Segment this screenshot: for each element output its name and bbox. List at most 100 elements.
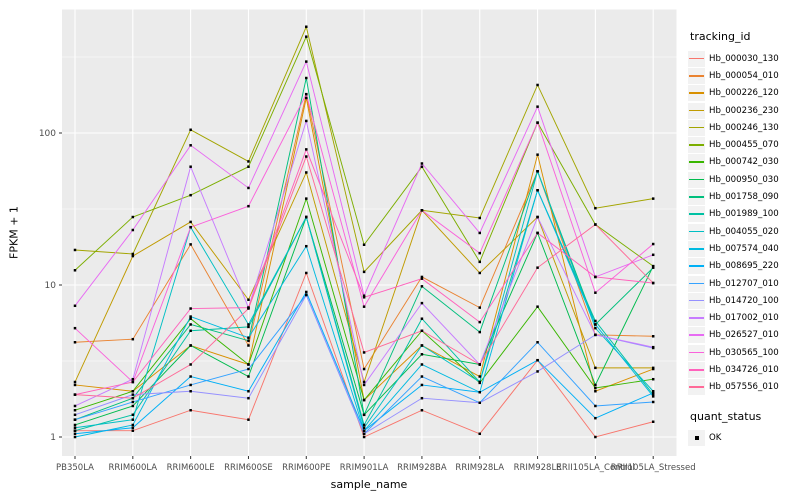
data-point — [189, 307, 192, 310]
data-point — [478, 216, 481, 220]
data-point — [594, 291, 597, 294]
data-point — [189, 383, 192, 387]
data-point — [651, 197, 655, 200]
legend-label: Hb_001989_100 — [709, 209, 779, 220]
data-point — [478, 390, 481, 394]
y-tick-label: 1 — [50, 433, 56, 443]
legend-entry: Hb_030565_100 — [688, 344, 800, 361]
y-tick-label: 100 — [39, 129, 56, 139]
legend-line-icon — [689, 178, 704, 181]
data-point — [362, 351, 366, 354]
data-point — [420, 396, 424, 400]
data-point — [131, 418, 135, 421]
data-point — [73, 432, 77, 436]
legend-entry: Hb_026527_010 — [688, 327, 800, 344]
data-point — [478, 306, 481, 309]
legend-key-swatch — [688, 85, 705, 102]
data-point — [420, 285, 424, 288]
data-point — [73, 380, 77, 384]
legend-entry: Hb_008695_220 — [688, 258, 800, 275]
data-point — [189, 128, 192, 132]
data-point — [247, 367, 250, 371]
data-point — [131, 423, 135, 427]
data-point — [651, 335, 655, 338]
legend-line-icon — [689, 351, 704, 354]
data-point — [73, 426, 77, 430]
legend-entry: Hb_000246_130 — [688, 119, 800, 136]
data-point — [247, 344, 250, 347]
data-point — [73, 304, 77, 308]
data-point — [420, 275, 424, 279]
legend-line-icon — [689, 282, 704, 285]
legend-key-swatch — [688, 292, 705, 309]
data-point — [131, 393, 135, 396]
legend-entry: Hb_000950_030 — [688, 171, 800, 188]
x-tick-label: RRIM928BA — [397, 463, 447, 473]
legend-line-icon — [689, 109, 704, 112]
data-point — [73, 326, 77, 330]
y-tick-label: 10 — [45, 281, 57, 291]
data-point — [73, 393, 77, 396]
data-point — [536, 358, 539, 362]
data-point — [536, 189, 539, 192]
data-point — [420, 375, 424, 378]
data-point — [189, 329, 192, 333]
data-point — [651, 242, 655, 246]
data-point — [305, 92, 308, 96]
legend-line-icon — [689, 334, 704, 336]
legend-key-swatch — [688, 310, 705, 327]
data-point — [536, 170, 539, 173]
data-point — [305, 60, 308, 63]
data-point — [420, 353, 424, 356]
data-point — [73, 423, 77, 427]
data-point — [305, 155, 308, 158]
data-point — [594, 386, 597, 390]
plot-panel — [62, 9, 677, 456]
data-point — [420, 162, 424, 165]
data-point — [594, 404, 597, 408]
data-point — [420, 363, 424, 366]
legend-label: Hb_004055_020 — [709, 226, 779, 237]
data-point — [651, 393, 655, 396]
data-point — [189, 389, 192, 393]
data-point — [362, 432, 366, 436]
legend-key-swatch — [688, 344, 705, 361]
x-tick-label: RRII105LA_Control — [556, 463, 635, 473]
data-point — [594, 333, 597, 337]
data-point — [131, 380, 135, 384]
data-point — [247, 165, 250, 168]
legend-line-icon — [689, 196, 704, 198]
data-point — [189, 363, 192, 366]
data-point — [420, 408, 424, 412]
legend-line-icon — [689, 299, 704, 302]
data-point — [478, 375, 481, 378]
data-point — [247, 323, 250, 326]
data-point — [478, 380, 481, 384]
legend-entry: Hb_014720_100 — [688, 292, 800, 309]
legend-label: Hb_026527_010 — [709, 330, 779, 341]
x-tick-label: RRIM600LA — [109, 463, 158, 473]
legend-key-swatch — [688, 206, 705, 223]
legend-entry: Hb_000455_070 — [688, 136, 800, 154]
data-point — [305, 215, 308, 219]
x-tick-label: RRIM600SE — [224, 463, 273, 473]
legend-entry: Hb_000742_030 — [688, 154, 800, 171]
legend-key-swatch — [688, 189, 705, 206]
data-point — [594, 275, 597, 279]
legend-key-swatch — [688, 223, 705, 240]
data-point — [131, 228, 135, 232]
data-point — [536, 370, 539, 373]
legend-line-icon — [689, 317, 704, 319]
data-point — [362, 423, 366, 427]
data-point — [594, 323, 597, 326]
legend-line-icon — [689, 230, 704, 233]
data-point — [651, 366, 655, 370]
data-point — [305, 290, 308, 294]
data-point — [420, 329, 424, 333]
legend-line-icon — [689, 74, 704, 77]
legend-entry: Hb_012707_010 — [688, 275, 800, 292]
data-point — [131, 252, 135, 256]
data-point — [536, 215, 539, 219]
data-point — [73, 413, 77, 417]
data-point — [131, 389, 135, 393]
